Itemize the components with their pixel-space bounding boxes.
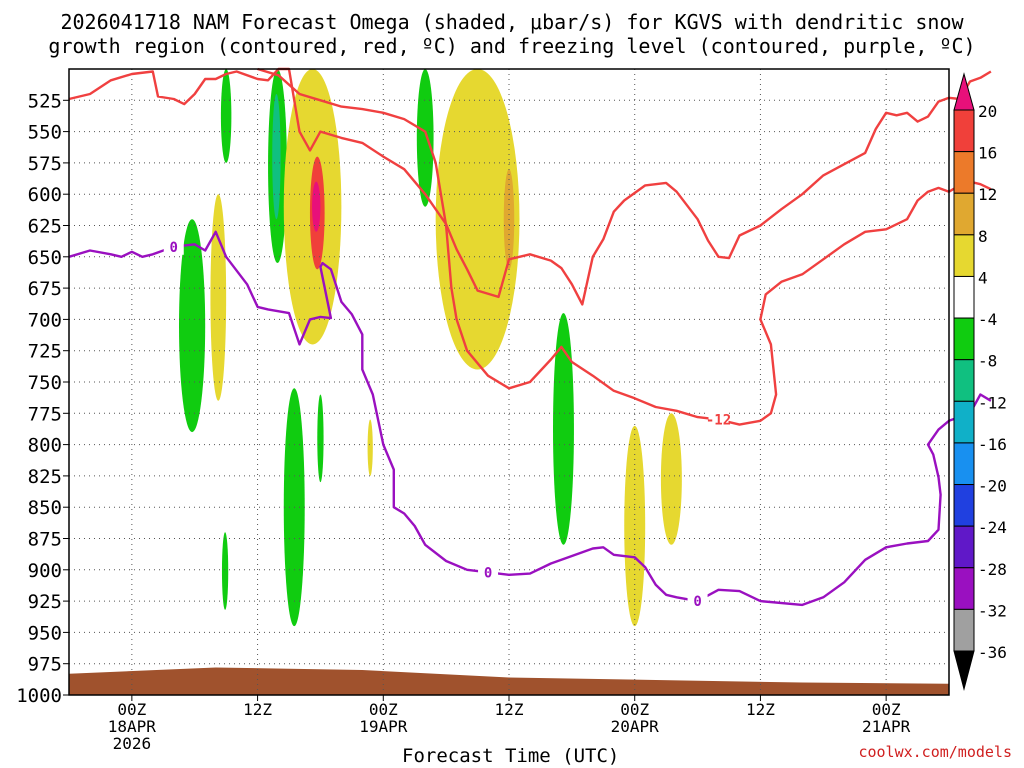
y-tick-label: 950	[28, 622, 62, 644]
omega-shaded-region	[220, 69, 232, 163]
omega-shaded-region	[221, 532, 229, 610]
freezing-level-contour-label-bg	[687, 592, 708, 610]
y-tick-label: 825	[28, 466, 62, 488]
colorbar-label: -20	[978, 477, 1007, 496]
colorbar-label: 8	[978, 227, 988, 246]
colorbar-label: -36	[978, 643, 1007, 662]
y-tick-label: 975	[28, 654, 62, 676]
chart-title-line-1: 2026041718 NAM Forecast Omega (shaded, μ…	[60, 10, 964, 34]
x-tick-label: 12Z	[746, 700, 775, 719]
x-tick-label: 20APR	[611, 717, 660, 736]
y-tick-label: 775	[28, 403, 62, 425]
y-tick-label: 850	[28, 497, 62, 519]
colorbar-bin	[953, 567, 975, 610]
colorbar-label: -16	[978, 435, 1007, 454]
colorbar-bottom-arrow	[953, 650, 975, 691]
colorbar-label: -28	[978, 560, 1007, 579]
freezing-level-contour-label-bg	[163, 237, 184, 255]
y-tick-label: 575	[28, 153, 62, 175]
colorbar-bin	[953, 109, 975, 153]
colorbar-bin	[953, 442, 975, 486]
colorbar-bin	[953, 400, 975, 444]
colorbar-top-arrow	[953, 72, 975, 111]
omega-shaded-region	[660, 413, 682, 545]
y-tick-label: 1000	[16, 685, 62, 707]
omega-shaded-region	[272, 94, 281, 220]
y-tick-label: 800	[28, 435, 62, 457]
x-axis-title: Forecast Time (UTC)	[402, 745, 620, 767]
colorbar-label: -4	[978, 310, 997, 329]
x-tick-label: 00Z	[620, 700, 649, 719]
colorbar-bin	[953, 192, 975, 236]
colorbar-bin	[953, 484, 975, 527]
colorbar-label: 12	[978, 185, 997, 204]
colorbar-label: -32	[978, 601, 1007, 620]
colorbar-bin	[953, 275, 975, 319]
omega-shaded-region	[624, 425, 646, 627]
dgz-lower-contour-label: -12	[706, 413, 731, 429]
colorbar-bin	[953, 234, 975, 277]
colorbar-bin	[953, 151, 975, 194]
x-tick-label: 18APR	[108, 717, 157, 736]
y-tick-label: 525	[28, 90, 62, 112]
x-tick-label: 21APR	[862, 717, 911, 736]
x-tick-label: 2026	[113, 734, 152, 753]
freezing-level-contour-label-bg	[478, 563, 499, 581]
colorbar-bin	[953, 608, 975, 652]
dgz-lower-contour-line	[257, 67, 992, 426]
x-tick-label: 12Z	[243, 700, 272, 719]
site-credit: coolwx.com/models	[858, 743, 1012, 761]
y-tick-label: 725	[28, 341, 62, 363]
terrain-fill	[69, 667, 949, 695]
x-tick-label: 00Z	[117, 700, 146, 719]
omega-shaded-region	[553, 313, 574, 545]
y-tick-label: 675	[28, 278, 62, 300]
colorbar-label: -12	[978, 393, 1007, 412]
omega-shaded-region	[367, 419, 373, 476]
colorbar-label: 16	[978, 144, 997, 163]
freezing-level-contour-label: 0	[170, 240, 178, 256]
omega-shaded-region	[312, 181, 321, 232]
omega-shaded-region	[416, 69, 434, 207]
x-tick-label: 12Z	[495, 700, 524, 719]
freezing-level-contour-label: 0	[693, 594, 701, 610]
y-tick-label: 925	[28, 591, 62, 613]
y-tick-label: 650	[28, 247, 62, 269]
x-tick-label: 19APR	[359, 717, 408, 736]
y-tick-label: 550	[28, 122, 62, 144]
colorbar-bin	[953, 359, 975, 402]
freezing-level-contour-label: 0	[484, 565, 492, 581]
y-tick-label: 750	[28, 372, 62, 394]
x-tick-label: 00Z	[872, 700, 901, 719]
colorbar-label: 4	[978, 268, 988, 287]
dgz-upper-contour-line	[68, 67, 992, 306]
y-tick-label: 700	[28, 309, 62, 331]
x-tick-label: 00Z	[369, 700, 398, 719]
freezing-level-contour-line	[68, 230, 992, 607]
omega-shaded-region	[317, 394, 324, 483]
y-tick-label: 875	[28, 529, 62, 551]
y-tick-label: 625	[28, 216, 62, 238]
colorbar-bin	[953, 525, 975, 569]
omega-shaded-region	[210, 194, 227, 401]
chart-title-line-2: growth region (contoured, red, ºC) and f…	[48, 34, 976, 58]
colorbar-bin	[953, 317, 975, 361]
omega-shaded-region	[179, 219, 206, 433]
colorbar-label: -24	[978, 518, 1007, 537]
colorbar-label: 20	[978, 102, 997, 121]
dgz-lower-contour-label-bg	[708, 410, 729, 428]
y-tick-label: 600	[28, 184, 62, 206]
y-tick-label: 900	[28, 560, 62, 582]
colorbar-label: -8	[978, 352, 997, 371]
